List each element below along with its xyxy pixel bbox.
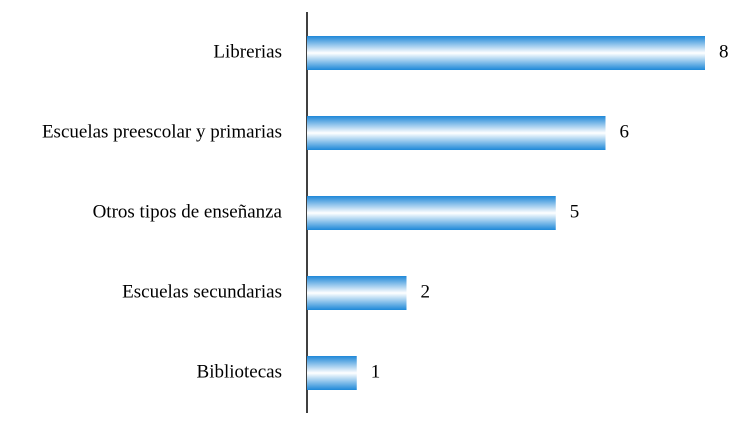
bar	[307, 116, 606, 150]
value-label: 8	[719, 41, 729, 62]
y-tick-label: Escuelas secundarias	[122, 281, 282, 302]
y-tick-label: Librerias	[213, 41, 282, 62]
y-tick-label: Bibliotecas	[197, 361, 282, 382]
bar	[307, 196, 556, 230]
value-label: 6	[620, 121, 630, 142]
value-label: 2	[421, 281, 431, 302]
value-label: 1	[371, 361, 381, 382]
bar	[307, 36, 705, 70]
value-label: 5	[570, 201, 580, 222]
bar	[307, 276, 407, 310]
bar	[307, 356, 357, 390]
y-tick-label: Escuelas preescolar y primarias	[42, 121, 282, 142]
y-tick-label: Otros tipos de enseñanza	[93, 201, 283, 222]
